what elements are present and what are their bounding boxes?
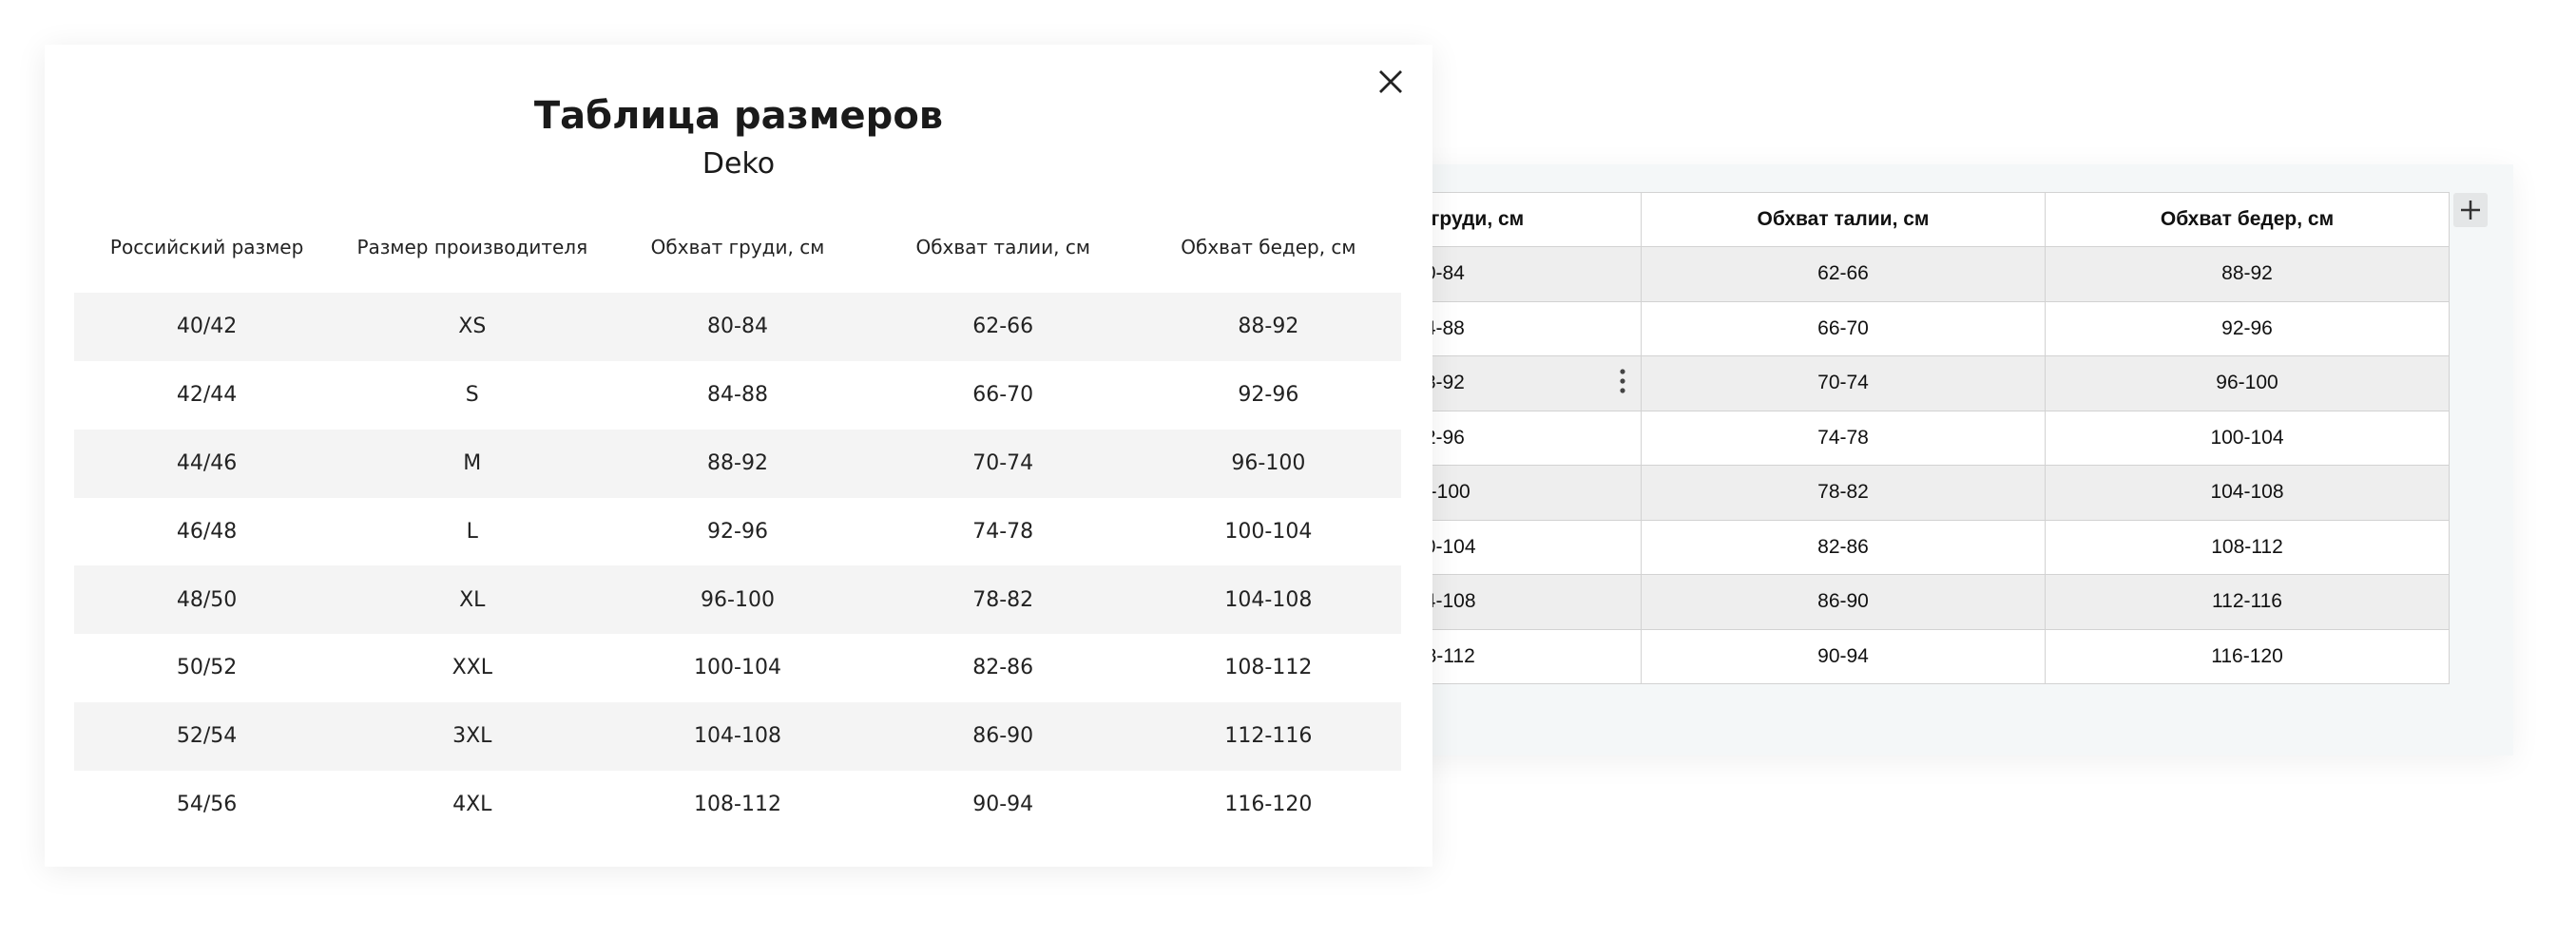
column-header: Обхват бедер, см [1181, 236, 1356, 258]
table-cell: L [466, 519, 478, 544]
column-header: Обхват бедер, см [2045, 192, 2450, 247]
table-cell: 96-100 [1231, 450, 1306, 475]
table-cell: 88-92 [707, 450, 768, 475]
table-row: 50/52 XXL 100-104 82-86 108-112 [74, 634, 1401, 702]
table-cell: 44/46 [176, 450, 238, 475]
table-cell: 62-66 [1641, 246, 2046, 302]
table-row: 42/44 S 84-88 66-70 92-96 [74, 361, 1401, 430]
table-cell: 96-100 [701, 587, 775, 612]
table-cell: 84-88 [707, 383, 768, 408]
table-cell: 48/50 [176, 587, 238, 612]
table-cell: 90-94 [1641, 628, 2046, 684]
table-cell: 52/54 [176, 724, 238, 749]
table-cell: 104-108 [694, 724, 781, 749]
table-cell: 86-90 [972, 724, 1034, 749]
table-cell: 108-112 [1224, 656, 1313, 680]
add-column-button[interactable] [2453, 193, 2488, 227]
table-cell: 82-86 [1641, 519, 2046, 575]
column-header: Российский размер [109, 236, 304, 258]
table-cell: 50/52 [176, 656, 238, 680]
table-row: 40/42 XS 80-84 62-66 88-92 [74, 293, 1401, 361]
table-cell: 4XL [452, 792, 492, 816]
table-cell: 86-90 [1641, 574, 2046, 630]
table-cell: 70-74 [972, 450, 1034, 475]
table-cell: 96-100 [2045, 355, 2450, 411]
table-cell: 104-108 [2045, 465, 2450, 521]
table-row: 48/50 XL 96-100 78-82 104-108 [74, 565, 1401, 635]
table-cell: 92-96 [2045, 300, 2450, 356]
table-row: 52/54 3XL 104-108 86-90 112-116 [74, 701, 1401, 771]
table-cell: 88-92 [2045, 246, 2450, 302]
size-table-modal: Таблица размеров Deko Российский размер Р… [45, 45, 1432, 867]
column-header: Обхват груди, см [650, 236, 825, 258]
table-cell: 108-112 [694, 792, 781, 816]
table-cell: 88-92 [1238, 315, 1299, 339]
table-cell: XL [459, 587, 486, 612]
table-cell: 3XL [452, 724, 492, 749]
table-cell: 108-112 [2045, 519, 2450, 575]
table-cell: 82-86 [972, 656, 1034, 680]
table-cell: 112-116 [1224, 724, 1313, 749]
table-cell: 104-108 [1224, 587, 1313, 612]
table-row: 44/46 M 88-92 70-74 96-100 [74, 429, 1401, 498]
table-cell: M [463, 450, 482, 475]
table-cell: 112-116 [2045, 574, 2450, 630]
table-cell: 40/42 [176, 315, 238, 339]
table-cell: 54/56 [176, 792, 238, 816]
column-header: Размер производителя [356, 236, 588, 258]
row-menu-icon[interactable] [1616, 367, 1629, 395]
column-header: Обхват талии, см [915, 236, 1090, 258]
table-cell: 46/48 [176, 519, 238, 544]
table-cell: 100-104 [1224, 519, 1313, 544]
column-header: Обхват талии, см [1641, 192, 2046, 247]
table-cell: 116-120 [2045, 628, 2450, 684]
table-cell: 92-96 [1238, 383, 1299, 408]
table-cell: 42/44 [176, 383, 238, 408]
table-cell: 92-96 [707, 519, 768, 544]
table-row: 54/56 4XL 108-112 90-94 116-120 [74, 771, 1401, 839]
table-cell: 80-84 [707, 315, 768, 339]
table-cell: XXL [452, 656, 492, 680]
table-cell: 62-66 [972, 315, 1034, 339]
table-cell: 74-78 [1641, 410, 2046, 466]
close-button[interactable] [1377, 68, 1404, 95]
table-cell: 100-104 [2045, 410, 2450, 466]
table-cell: 90-94 [972, 792, 1034, 816]
table-cell: 116-120 [1224, 792, 1313, 816]
table-cell: 78-82 [972, 587, 1034, 612]
table-cell: 74-78 [972, 519, 1034, 544]
plus-icon [2461, 201, 2480, 220]
table-cell: 70-74 [1641, 355, 2046, 411]
table-cell: 66-70 [1641, 300, 2046, 356]
table-cell: 100-104 [694, 656, 781, 680]
table-cell: 66-70 [972, 383, 1034, 408]
table-cell: XS [458, 315, 487, 339]
modal-title: Таблица размеров [533, 94, 944, 138]
table-cell: 78-82 [1641, 465, 2046, 521]
table-cell: S [465, 383, 479, 408]
modal-subtitle: Deko [702, 147, 776, 181]
table-row: 46/48 L 92-96 74-78 100-104 [74, 497, 1401, 565]
